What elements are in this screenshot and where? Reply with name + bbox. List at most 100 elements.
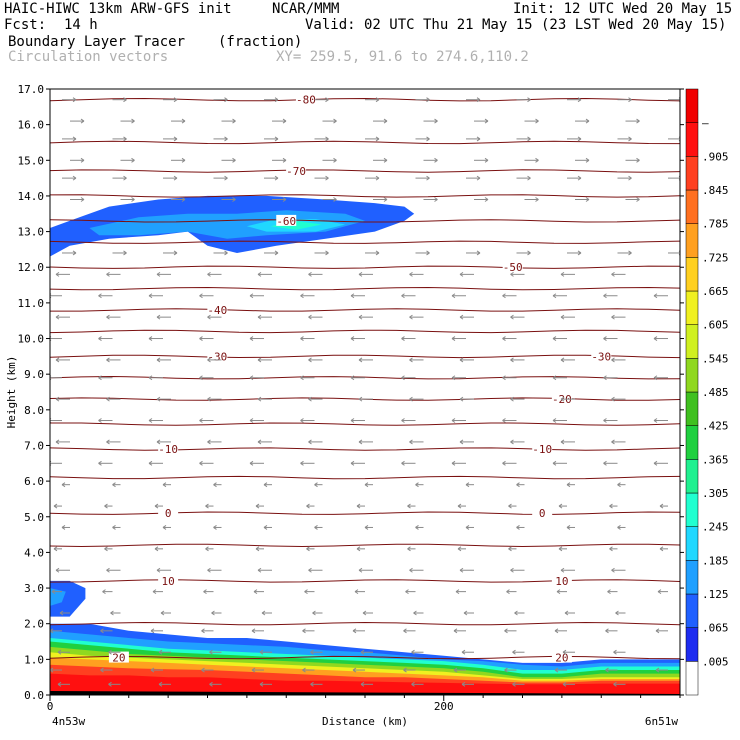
circulation-vector-head [451,460,456,466]
circulation-vector-head [106,314,110,320]
circulation-vector-head [201,628,205,634]
circulation-vector-head [502,336,506,341]
circulation-vector-head [314,482,318,488]
circulation-vector-head [504,628,508,634]
colorbar-label: .305 [702,487,729,500]
y-tick-label: 9.0 [24,368,44,381]
circulation-vector-head [131,118,135,124]
circulation-vector-head [55,357,60,363]
circulation-vector-head [263,525,268,530]
circulation-vector-head [98,375,102,381]
isotherm-label-bg [108,651,129,663]
y-tick-label: 12.0 [18,261,45,274]
circulation-vector-head [310,681,314,687]
isotherm-label-bg [532,507,553,519]
circulation-vector-head [461,649,466,655]
circulation-vector-head [108,649,112,655]
circulation-vector-head [207,396,211,402]
circulation-vector-head [232,157,236,163]
isotherm-15 [50,621,680,626]
isotherm-label--10-b: -10 [532,443,552,456]
isotherm-label--60: -60 [276,215,296,228]
circulation-vector-head [53,503,58,509]
isotherm--5 [50,475,680,480]
circulation-vector-head [455,589,460,595]
circulation-vector-head [636,118,640,124]
isotherm--70 [50,169,680,173]
circulation-vector-head [560,567,565,573]
circulation-vector-head [476,250,481,256]
circulation-vector-head [162,482,167,488]
colorbar-label: .845 [702,184,729,197]
circulation-vector-head [72,175,77,181]
circulation-vector-head [457,546,462,552]
circulation-vector-head [61,482,66,488]
circulation-vector-head [51,589,56,595]
circulation-vector-head [508,546,512,552]
circulation-vector-head [232,197,236,202]
circulation-vector-head [411,681,415,687]
circulation-vector-head [512,649,516,655]
circulation-vector-head [403,628,407,634]
circulation-vector-head [375,175,380,181]
circulation-vector-head [98,418,102,423]
circulation-vector-head [100,628,104,634]
circulation-vector-head [224,175,228,181]
circulation-vector-head [554,667,559,673]
circulation-vector-head [110,610,114,616]
isotherm-label-bg [502,261,523,273]
circulation-vector-head [502,375,506,381]
circulation-vector-head [333,118,337,124]
circulation-vector-head [617,525,621,530]
circulation-vector-head [80,118,85,124]
colorbar-label: .665 [702,285,729,298]
circulation-vector-head [282,197,287,202]
field-name-tracer: Boundary Layer Tracer [8,34,186,50]
circulation-vector-head [409,314,413,320]
isotherm-label--30-b: -30 [591,350,611,363]
circulation-vector-head [383,197,388,202]
circulation-vector-head [257,396,262,402]
circulation-vector-head [459,567,464,573]
isotherm-label-bg [207,304,228,316]
circulation-vector-head [181,197,186,202]
circulation-vector-head [510,357,514,363]
circulation-vector-head [577,97,582,103]
circulation-vector-head [577,250,582,256]
circulation-vector-head [502,293,506,299]
colorbar-box [685,156,699,191]
circulation-vector-head [350,418,355,423]
circulation-vector-head [603,460,607,466]
circulation-vector-head [512,681,516,687]
circulation-vector-head [300,418,304,423]
circulation-vector-head [611,439,615,445]
colorbar-box [685,189,699,224]
circulation-vector-head [504,667,508,673]
circulation-vector-head [617,482,621,488]
circulation-vector-head [453,628,458,634]
circulation-vector-head [274,136,279,142]
circulation-vector-head [205,546,209,552]
circulation-vector-head [457,503,462,509]
circulation-vector-head [358,567,363,573]
circulation-vector-head [350,375,355,381]
isotherm-label-bg [532,443,553,455]
colorbar-box [685,391,699,426]
isotherm--60 [50,219,680,223]
circulation-vector-head [173,97,178,103]
isotherm-0 [50,511,680,515]
circulation-vector-head [61,525,66,530]
circulation-vector-head [112,525,116,530]
x-axis-start-location: 4n53w [52,715,85,728]
circulation-vector-head [484,157,489,163]
circulation-vector-head [451,418,456,423]
circulation-vector-head [59,610,64,616]
y-axis: 0.0 1.0 2.0 3.0 4.0 5.0 6.0 7.0 8.0 9.0 10.0 11.0 12… [18,83,684,702]
circulation-vector-head [484,197,489,202]
circulation-vector-head [426,97,430,103]
colorbar-box [685,425,699,460]
circulation-vector-head [409,396,413,402]
colorbar: .005 .065 .125 .185 .245 .305 .365 .425 .485 .545… [685,88,729,696]
isotherm-label-0-b: 0 [539,507,546,520]
